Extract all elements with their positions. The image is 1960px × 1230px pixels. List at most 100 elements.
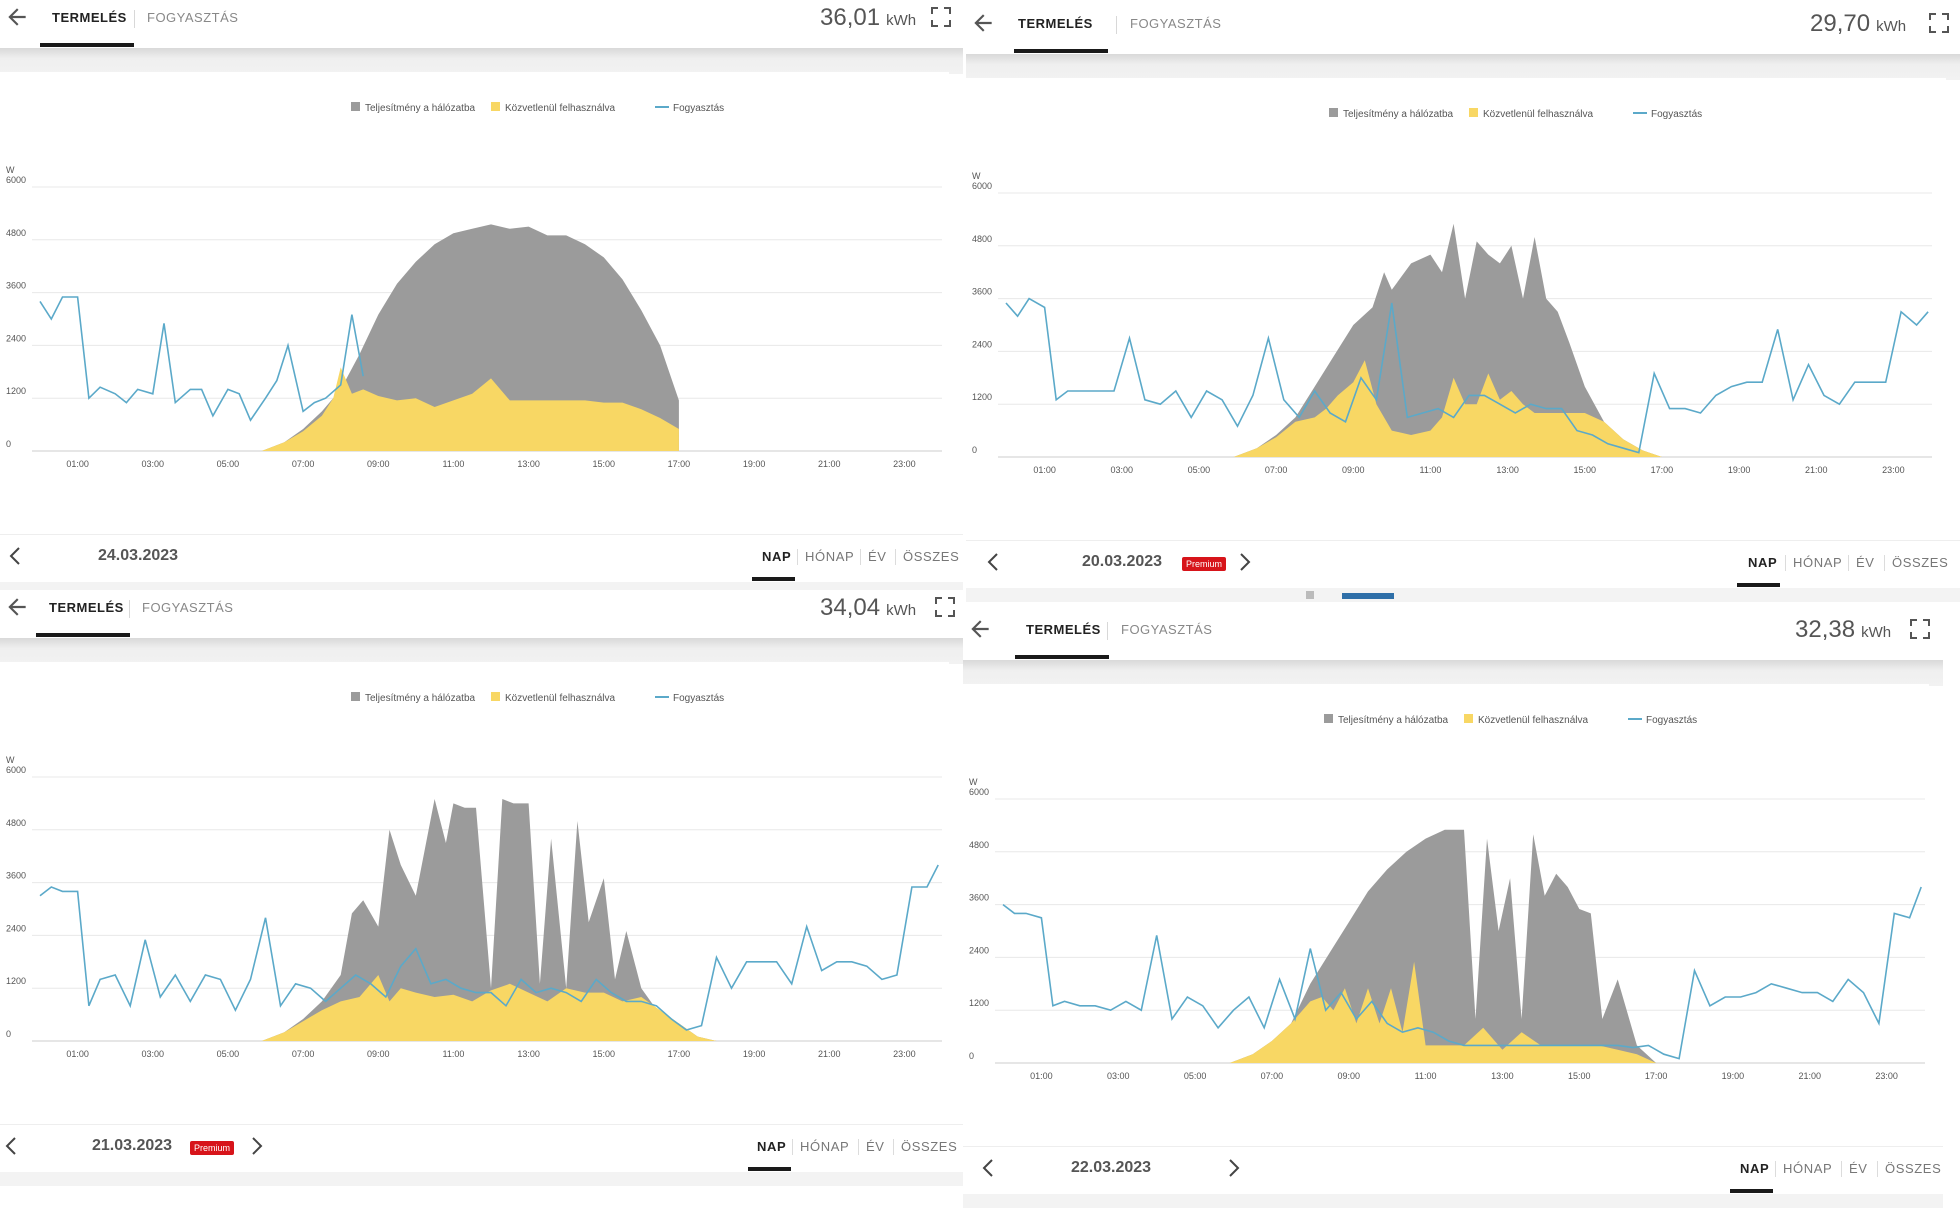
chevron-left-icon [982,1159,993,1177]
y-tick-label: 0 [6,439,11,449]
fullscreen-button[interactable] [1909,618,1935,644]
period-divider [860,549,861,565]
x-tick-label: 03:00 [141,459,164,469]
total-value: 32,38 [1795,616,1856,643]
fullscreen-button[interactable] [930,6,956,32]
arrow-left-icon [8,8,26,26]
period-year-button[interactable]: ÉV [866,1139,885,1154]
self-consumed-area [1229,961,1657,1063]
legend-item[interactable]: Közvetlenül felhasználva [1464,714,1589,726]
chevron-left-icon [987,553,998,571]
legend-label: Közvetlenül felhasználva [505,693,616,704]
legend-label: Közvetlenül felhasználva [1483,109,1594,120]
period-month-button[interactable]: HÓNAP [805,549,855,564]
selected-date[interactable]: 24.03.2023 [98,547,179,564]
chevron-right-icon [1240,553,1251,571]
period-all-button[interactable]: ÖSSZES [901,1139,958,1154]
active-period-indicator [748,1167,791,1171]
tab-consumption[interactable]: FOGYASZTÁS [147,10,239,25]
panel-bottom-shadow [963,1194,1943,1208]
y-tick-label: 0 [972,445,977,455]
next-day-button[interactable] [1225,1157,1245,1181]
x-tick-label: 01:00 [66,459,89,469]
back-button[interactable] [970,10,1000,40]
period-divider [1884,555,1885,571]
period-day-button[interactable]: NAP [757,1139,787,1154]
x-tick-label: 13:00 [517,459,540,469]
previous-day-button[interactable] [6,545,26,569]
legend-swatch [351,102,360,111]
back-button[interactable] [4,4,34,34]
legend-item[interactable]: Teljesítmény a hálózatba [1329,108,1454,120]
legend-item[interactable]: Közvetlenül felhasználva [491,102,616,114]
x-tick-label: 07:00 [1265,465,1288,475]
legend-item[interactable]: Fogyasztás [1633,109,1702,120]
x-tick-label: 19:00 [1722,1071,1745,1081]
y-tick-label: 2400 [6,923,26,933]
premium-badge: Premium [190,1141,235,1155]
chart-legend: Teljesítmény a hálózatba Közvetlenül felh… [1329,108,1702,120]
chart-card: Teljesítmény a hálózatba Közvetlenül felh… [0,662,949,1124]
legend-item[interactable]: Teljesítmény a hálózatba [351,692,476,704]
legend-item[interactable]: Fogyasztás [655,103,724,114]
energy-chart: Teljesítmény a hálózatba Közvetlenül felh… [6,102,942,469]
previous-day-button[interactable] [984,551,1004,575]
x-tick-label: 05:00 [1188,465,1211,475]
period-month-button[interactable]: HÓNAP [1793,555,1843,570]
period-all-button[interactable]: ÖSSZES [1892,555,1949,570]
total-unit: kWh [1876,18,1907,35]
legend-swatch [1464,714,1473,723]
previous-day-button[interactable] [2,1135,22,1159]
fullscreen-button[interactable] [1928,12,1954,38]
y-tick-label: 3600 [6,281,26,291]
tab-consumption[interactable]: FOGYASZTÁS [1121,622,1213,637]
next-day-button[interactable] [248,1135,268,1159]
legend-item[interactable]: Teljesítmény a hálózatba [351,102,476,114]
chart-card: Teljesítmény a hálózatba Közvetlenül felh… [966,78,1946,540]
period-month-button[interactable]: HÓNAP [800,1139,850,1154]
legend-item[interactable]: Közvetlenül felhasználva [1469,108,1594,120]
x-tick-label: 07:00 [292,459,315,469]
period-year-button[interactable]: ÉV [1856,555,1875,570]
tab-consumption[interactable]: FOGYASZTÁS [1130,16,1222,31]
tab-production[interactable]: TERMELÉS [52,10,127,25]
legend-label: Közvetlenül felhasználva [1478,715,1589,726]
period-all-button[interactable]: ÖSSZES [1885,1161,1942,1176]
legend-item[interactable]: Közvetlenül felhasználva [491,692,616,704]
period-day-button[interactable]: NAP [762,549,792,564]
legend-item[interactable]: Teljesítmény a hálózatba [1324,714,1449,726]
underlying-page-fragment [1306,586,1396,599]
period-all-button[interactable]: ÖSSZES [903,549,960,564]
x-tick-label: 01:00 [1033,465,1056,475]
legend-item[interactable]: Fogyasztás [655,693,724,704]
period-divider [1775,1161,1776,1177]
selected-date[interactable]: 20.03.2023 [1082,553,1163,570]
fullscreen-button[interactable] [934,596,960,622]
y-axis-unit: W [972,171,981,181]
tab-consumption[interactable]: FOGYASZTÁS [142,600,234,615]
period-day-button[interactable]: NAP [1748,555,1778,570]
period-year-button[interactable]: ÉV [1849,1161,1868,1176]
panel-header: TERMELÉS FOGYASZTÁS 32,38 kWh [963,612,1943,660]
next-day-button[interactable] [1236,551,1256,575]
y-tick-label: 6000 [969,787,989,797]
period-divider [895,549,896,565]
selected-date[interactable]: 21.03.2023 [92,1137,173,1154]
self-consumed-area [1233,360,1662,457]
x-tick-label: 15:00 [1568,1071,1591,1081]
fullscreen-icon [931,7,951,27]
tab-production[interactable]: TERMELÉS [1018,16,1093,31]
tab-production[interactable]: TERMELÉS [1026,622,1101,637]
period-day-button[interactable]: NAP [1740,1161,1770,1176]
back-button[interactable] [4,594,34,624]
period-month-button[interactable]: HÓNAP [1783,1161,1833,1176]
legend-item[interactable]: Fogyasztás [1628,715,1697,726]
previous-day-button[interactable] [979,1157,999,1181]
back-button[interactable] [967,616,997,646]
period-divider [1785,555,1786,571]
selected-date[interactable]: 22.03.2023 [1071,1159,1152,1176]
y-tick-label: 1200 [972,392,992,402]
y-tick-label: 4800 [6,818,26,828]
tab-production[interactable]: TERMELÉS [49,600,124,615]
period-year-button[interactable]: ÉV [868,549,887,564]
